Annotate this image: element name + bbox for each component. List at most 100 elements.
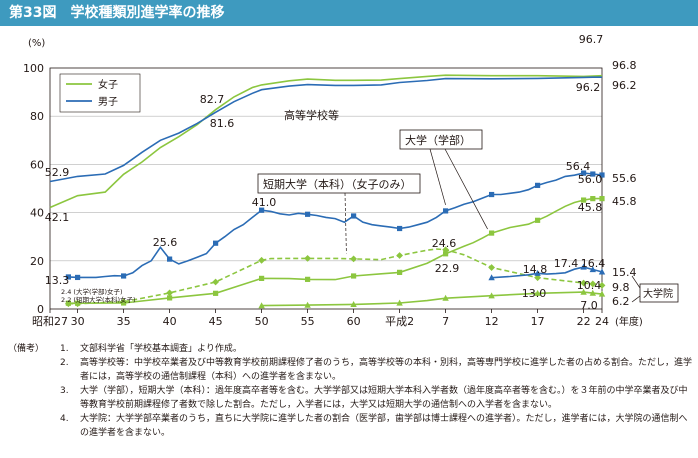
note-item-4: 4. 大学院：大学学部卒業者のうち，直ちに大学院に進学した者の割合（医学部，歯学…: [60, 414, 688, 438]
x-tick-label: 昭和27: [32, 315, 68, 328]
marker-grad_female: [598, 290, 606, 297]
marker-univ_male: [599, 172, 605, 178]
marker-univ_female: [167, 295, 173, 301]
value-label: 96.2: [612, 79, 637, 92]
value-label: 10.4: [577, 279, 602, 292]
notes-head: （備考）: [8, 344, 45, 354]
marker-junior_college_female: [598, 281, 606, 289]
marker-univ_male: [443, 208, 449, 214]
university-leader-1: [429, 148, 446, 206]
marker-univ_male: [167, 256, 173, 262]
marker-junior_college_female: [166, 289, 173, 297]
legend-female-label: 女子: [98, 78, 118, 91]
marker-univ_female: [443, 251, 449, 257]
marker-grad_male: [534, 269, 541, 276]
marker-univ_female: [599, 196, 605, 202]
value-label: 82.7: [200, 93, 225, 106]
y-tick-label: 100: [23, 62, 44, 75]
value-label: 6.2: [612, 295, 630, 308]
y-tick-label: 0: [37, 303, 44, 316]
label-grad-school-box: [639, 283, 679, 303]
x-tick-label: 30: [71, 315, 85, 328]
value-label: 22.9: [435, 262, 460, 275]
x-axis-unit: (年度): [615, 315, 643, 328]
label-junior-college: 短期大学（本科）（女子のみ）: [263, 177, 412, 191]
marker-junior_college_female: [74, 300, 81, 308]
figure-number: 第33図: [9, 5, 57, 21]
value-label: 25.6: [153, 236, 178, 249]
series-line-grad_male: [491, 266, 603, 279]
series-line-junior_college_female: [68, 248, 603, 305]
marker-univ_male: [397, 225, 403, 232]
marker-grad_female: [488, 292, 495, 299]
marker-univ_male: [351, 213, 357, 219]
marker-univ_female: [213, 290, 219, 296]
value-label: 41.0: [252, 196, 277, 209]
value-label: 96.7: [579, 33, 604, 46]
marker-grad_female: [350, 301, 357, 308]
label-university-box: [399, 129, 483, 150]
value-label: 96.2: [576, 81, 601, 94]
value-label: 45.8: [612, 195, 637, 208]
series-line-hs_female: [49, 74, 603, 209]
value-label: 56.0: [578, 173, 603, 186]
marker-junior_college_female: [350, 255, 357, 263]
value-label: 81.6: [210, 117, 235, 130]
value-label: 96.8: [612, 59, 637, 72]
legend-male-label: 男子: [98, 96, 118, 108]
value-label: 13.3: [45, 274, 70, 287]
marker-univ_female: [535, 217, 541, 223]
marker-grad_female: [534, 289, 541, 296]
grad-leader-1: [631, 275, 641, 289]
marker-univ_male: [535, 182, 541, 188]
value-label: 52.9: [45, 166, 70, 179]
marker-univ_female: [397, 269, 403, 275]
marker-univ_female: [590, 196, 596, 202]
marker-univ_male: [65, 274, 71, 280]
series-line-grad_female: [261, 291, 603, 307]
x-tick-label: 40: [163, 315, 177, 328]
value-label: 17.4: [554, 257, 579, 270]
series-line-hs_male: [49, 76, 602, 183]
value-label: 9.8: [612, 281, 630, 294]
label-high-school: 高等学校等: [284, 108, 339, 122]
note-item-2: 2. 高等学校等：中学校卒業者及び中等教育学校前期課程修了者のうち，高等学校等の…: [60, 358, 693, 382]
marker-grad_male: [589, 266, 596, 273]
marker-junior_college_female: [442, 246, 449, 254]
label-small-univ-female: 2.4 (大学(学部)女子): [61, 287, 123, 296]
marker-junior_college_female: [589, 280, 597, 288]
marker-univ_female: [581, 197, 587, 203]
marker-junior_college_female: [396, 252, 403, 259]
value-label: 15.4: [612, 266, 637, 279]
x-tick-label: 50: [255, 315, 269, 328]
marker-grad_male: [580, 263, 587, 270]
value-label: 7.0: [580, 299, 598, 312]
y-tick-label: 60: [30, 158, 44, 171]
note-item-3: 3. 大学（学部），短期大学（本科）：過年度高卒者等を含む。大学学部又は短期大学…: [60, 386, 688, 410]
plot-frame: [49, 67, 603, 310]
x-tick-label: 12: [485, 315, 499, 328]
value-label: 56.4: [566, 160, 591, 173]
value-label: 55.6: [612, 172, 637, 185]
x-tick-label: 35: [117, 315, 131, 328]
marker-univ_male: [259, 207, 265, 213]
legend-box: [59, 73, 141, 113]
marker-junior_college_female: [258, 256, 265, 264]
marker-univ_female: [305, 276, 311, 282]
x-tick-label: 7: [442, 315, 449, 328]
figure-title-bar: 第33図 学校種類別進学率の推移: [0, 0, 698, 26]
x-tick-label: 55: [301, 315, 315, 328]
marker-univ_male: [581, 170, 587, 176]
value-label: 13.0: [522, 287, 547, 300]
marker-grad_male: [598, 268, 606, 275]
marker-junior_college_female: [488, 264, 495, 271]
marker-junior_college_female: [120, 298, 127, 306]
notes-section: （備考） 1. 文部科学省「学校基本調査」より作成。 2. 高等学校等：中学校卒…: [8, 342, 694, 440]
marker-grad_female: [580, 288, 587, 295]
marker-junior_college_female: [65, 300, 72, 308]
marker-grad_female: [442, 294, 449, 301]
value-label: 16.4: [581, 257, 606, 270]
label-grad-school: 大学院: [643, 287, 673, 300]
grad-leader-2: [631, 295, 641, 303]
value-label: 45.8: [578, 201, 603, 214]
